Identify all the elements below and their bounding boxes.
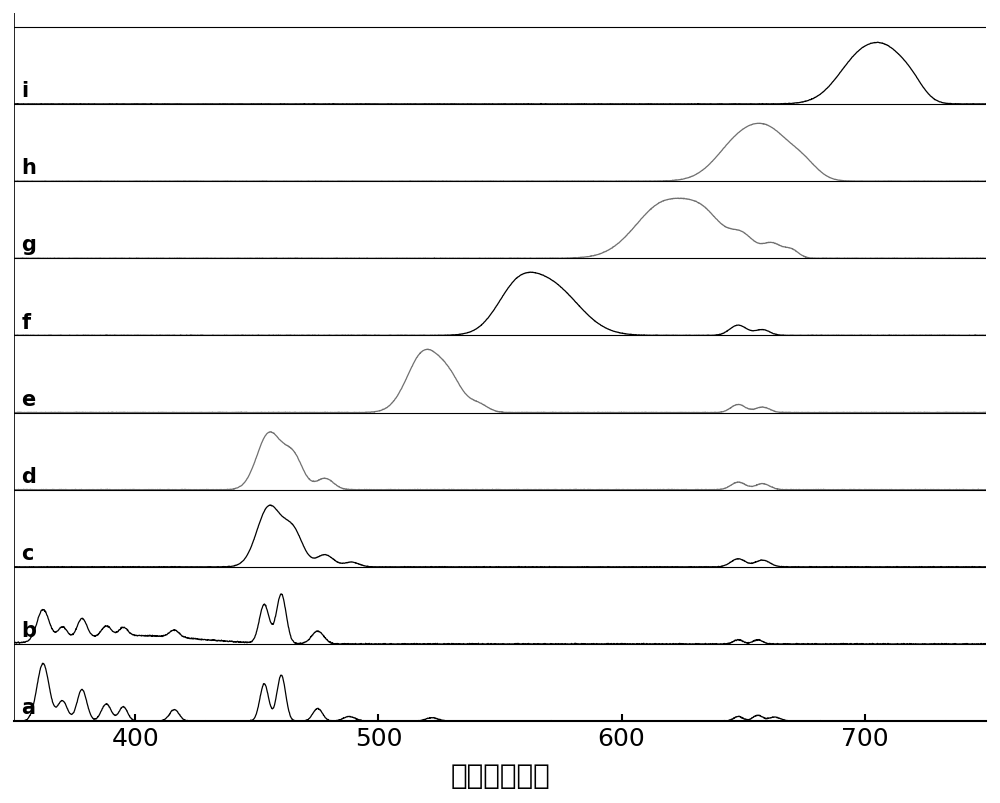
Text: f: f <box>21 312 30 332</box>
Text: a: a <box>21 698 35 717</box>
X-axis label: 波长（纳米）: 波长（纳米） <box>450 761 550 789</box>
Text: d: d <box>21 467 36 487</box>
Text: e: e <box>21 389 35 410</box>
Text: h: h <box>21 158 36 178</box>
Text: i: i <box>21 81 28 101</box>
Text: b: b <box>21 621 36 640</box>
Text: g: g <box>21 235 36 255</box>
Text: c: c <box>21 544 34 563</box>
